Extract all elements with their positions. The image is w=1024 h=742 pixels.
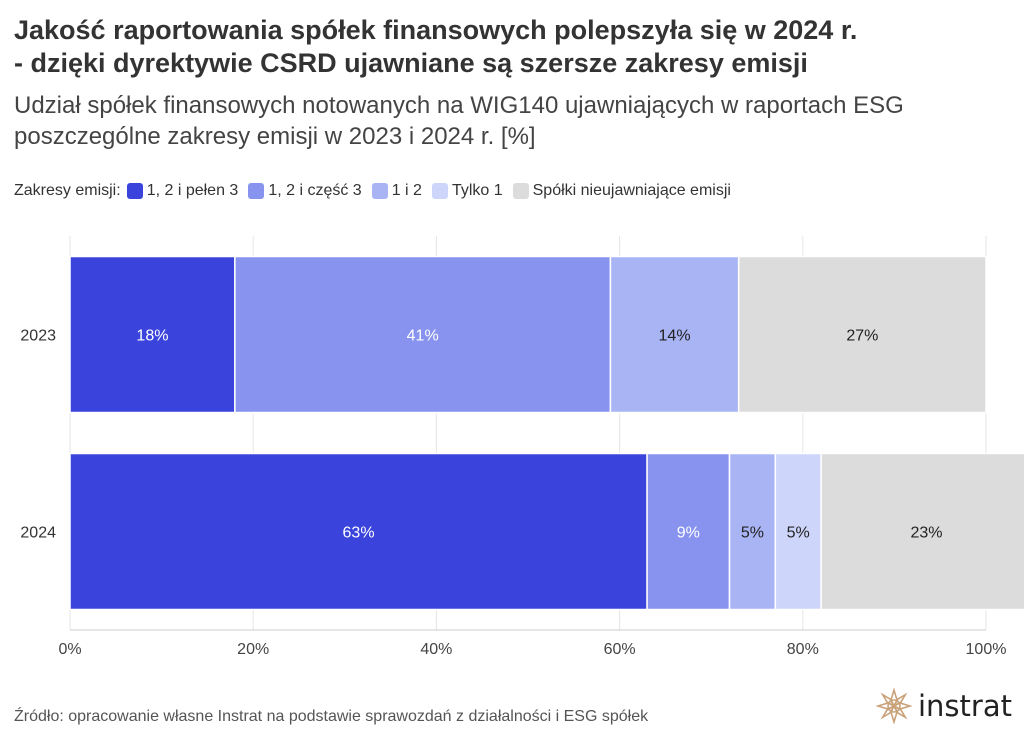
x-tick-label: 80% (787, 641, 819, 658)
legend-label: 1, 2 i pełen 3 (146, 182, 239, 199)
y-tick-label: 2024 (20, 525, 56, 542)
bar-segment (737, 255, 987, 414)
legend-item: 1, 2 i pełen 3 (126, 182, 239, 200)
logo-text: instrat (918, 689, 1012, 723)
instrat-logo: instrat (876, 686, 1012, 726)
data-label: 5% (787, 525, 810, 542)
data-label: 5% (741, 525, 764, 542)
data-label: 18% (136, 328, 168, 345)
data-label: 41% (407, 328, 439, 345)
chart-title-line2: - dzięki dyrektywie CSRD ujawniane są sz… (14, 48, 808, 78)
data-label: 27% (846, 328, 878, 345)
legend-label: Tylko 1 (451, 182, 503, 199)
bar-segment (820, 452, 1024, 611)
x-tick-label: 40% (420, 641, 452, 658)
bar-segment (728, 452, 777, 611)
legend-swatch (431, 183, 448, 199)
chart-title: Jakość raportowania spółek finansowych p… (14, 14, 1004, 80)
data-label: 23% (910, 525, 942, 542)
legend-item: 1, 2 i część 3 (248, 182, 362, 200)
legend-label: 1, 2 i część 3 (268, 182, 362, 199)
bar-segment (609, 255, 740, 414)
stacked-bar-chart: 0% 20% 40% 60% 80% 100% 2023 18% 41% 14% 27% 2024 63… (20, 236, 1024, 658)
source-note: Źródło: opracowanie własne Instrat na po… (14, 708, 649, 725)
bar-segment (69, 452, 648, 611)
chart-subtitle: Udział spółek finansowych notowanych na … (14, 92, 904, 150)
legend-swatch (371, 183, 388, 199)
legend-items: 1, 2 i pełen 3 1, 2 i część 3 1 i 2 Tylko 1… (126, 182, 741, 200)
x-tick-label: 20% (237, 641, 269, 658)
legend-label: 1 i 2 (391, 182, 422, 199)
legend-swatch (512, 183, 529, 199)
legend-swatch (248, 183, 265, 199)
legend-label: Spółki nieujawniające emisji (532, 182, 731, 199)
data-label: 63% (343, 525, 375, 542)
y-tick-label: 2023 (20, 328, 56, 345)
bar-segment (646, 452, 731, 611)
legend-swatch (126, 183, 143, 199)
legend-item: Tylko 1 (431, 182, 503, 200)
data-label: 14% (659, 328, 691, 345)
legend-item: Spółki nieujawniające emisji (512, 182, 731, 200)
x-tick-label: 0% (58, 641, 81, 658)
legend-title: Zakresy emisji: (14, 182, 121, 199)
legend: Zakresy emisji: 1, 2 i pełen 3 1, 2 i czę… (14, 180, 741, 202)
x-tick-label: 100% (966, 641, 1007, 658)
x-tick-label: 60% (604, 641, 636, 658)
bar-segment (69, 255, 236, 414)
data-label: 9% (677, 525, 700, 542)
legend-item: 1 i 2 (371, 182, 422, 200)
chart-title-line1: Jakość raportowania spółek finansowych p… (14, 15, 858, 45)
bar-segment (234, 255, 612, 414)
instrat-logo-icon (876, 688, 912, 724)
